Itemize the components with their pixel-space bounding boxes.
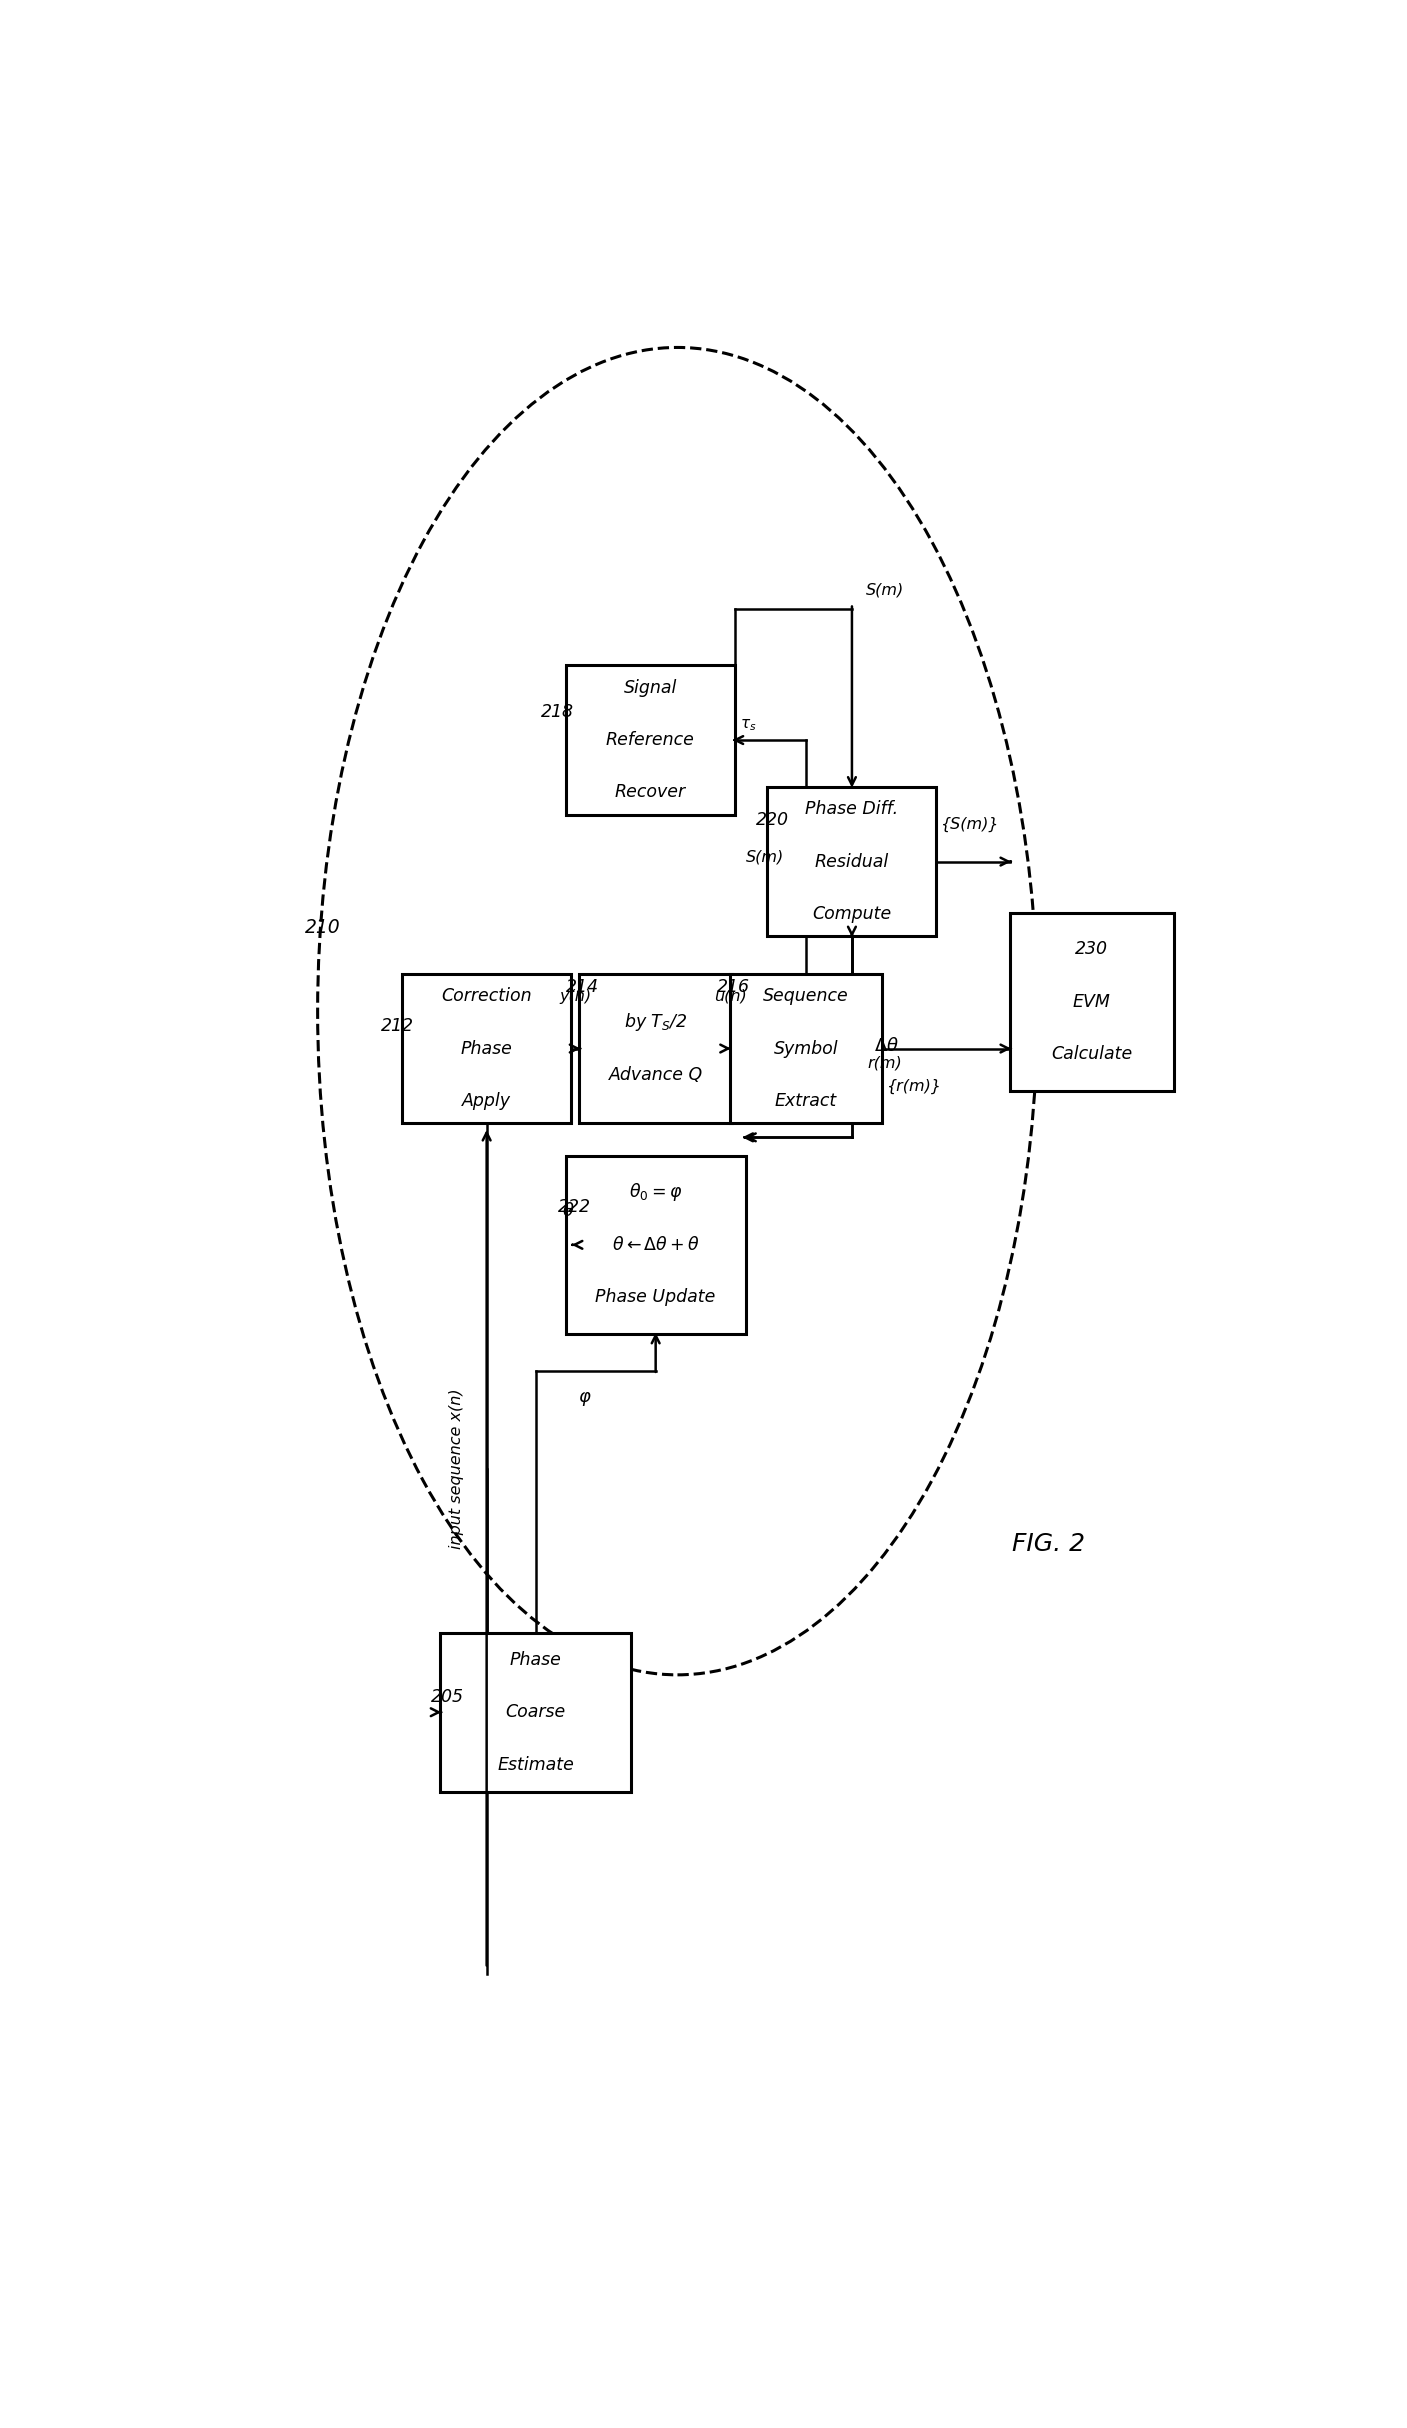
Text: $\varphi$: $\varphi$	[578, 1391, 591, 1408]
Text: Advance Q: Advance Q	[609, 1066, 702, 1083]
Text: u(n): u(n)	[715, 988, 747, 1003]
Text: 205: 205	[431, 1687, 464, 1707]
Bar	[566, 1156, 746, 1333]
Text: FIG. 2: FIG. 2	[1012, 1532, 1085, 1556]
Text: Estimate: Estimate	[497, 1755, 574, 1772]
Text: Phase: Phase	[509, 1651, 561, 1668]
Text: {S(m)}: {S(m)}	[940, 816, 998, 833]
Text: 214: 214	[566, 978, 599, 995]
Bar	[580, 974, 732, 1124]
Text: Symbol: Symbol	[774, 1039, 839, 1059]
Text: Phase: Phase	[460, 1039, 512, 1059]
Text: Phase Update: Phase Update	[595, 1289, 716, 1306]
Bar	[767, 787, 937, 937]
Text: $\theta$: $\theta$	[561, 1202, 575, 1221]
Bar	[402, 974, 571, 1124]
Text: 230: 230	[1075, 940, 1109, 959]
Text: 220: 220	[756, 811, 789, 830]
Text: Coarse: Coarse	[505, 1702, 566, 1721]
Text: Residual: Residual	[815, 852, 889, 872]
Bar	[730, 974, 882, 1124]
Text: Sequence: Sequence	[763, 988, 848, 1005]
Text: 222: 222	[557, 1199, 591, 1216]
Text: S(m): S(m)	[746, 850, 784, 864]
Text: Signal: Signal	[623, 680, 677, 697]
Bar	[566, 665, 734, 816]
Text: by $T_S$/2: by $T_S$/2	[625, 1012, 687, 1034]
Text: Extract: Extract	[775, 1093, 837, 1110]
Text: input sequence x(n): input sequence x(n)	[449, 1389, 464, 1549]
Text: 212: 212	[381, 1017, 414, 1034]
Text: Recover: Recover	[615, 784, 685, 801]
Text: S(m): S(m)	[865, 583, 903, 597]
Bar	[440, 1632, 632, 1792]
Text: 218: 218	[542, 704, 574, 721]
Text: Apply: Apply	[461, 1093, 511, 1110]
Text: Calculate: Calculate	[1051, 1044, 1133, 1063]
Text: y(n): y(n)	[559, 988, 591, 1003]
Text: 216: 216	[716, 978, 750, 995]
Text: Phase Diff.: Phase Diff.	[805, 801, 899, 818]
Bar	[1010, 913, 1173, 1090]
Text: Compute: Compute	[812, 906, 892, 923]
Text: Correction: Correction	[442, 988, 532, 1005]
Text: $\Delta\theta$: $\Delta\theta$	[874, 1037, 899, 1056]
Text: 210: 210	[304, 918, 340, 937]
Text: r(m): r(m)	[867, 1056, 902, 1071]
Text: {r(m)}: {r(m)}	[886, 1078, 941, 1093]
Text: EVM: EVM	[1074, 993, 1110, 1010]
Text: $\theta \leftarrow \Delta\theta + \theta$: $\theta \leftarrow \Delta\theta + \theta…	[612, 1236, 699, 1253]
Text: $\theta_0 = \varphi$: $\theta_0 = \varphi$	[629, 1182, 682, 1204]
Text: Reference: Reference	[606, 731, 695, 750]
Text: $\tau_s$: $\tau_s$	[740, 716, 756, 733]
